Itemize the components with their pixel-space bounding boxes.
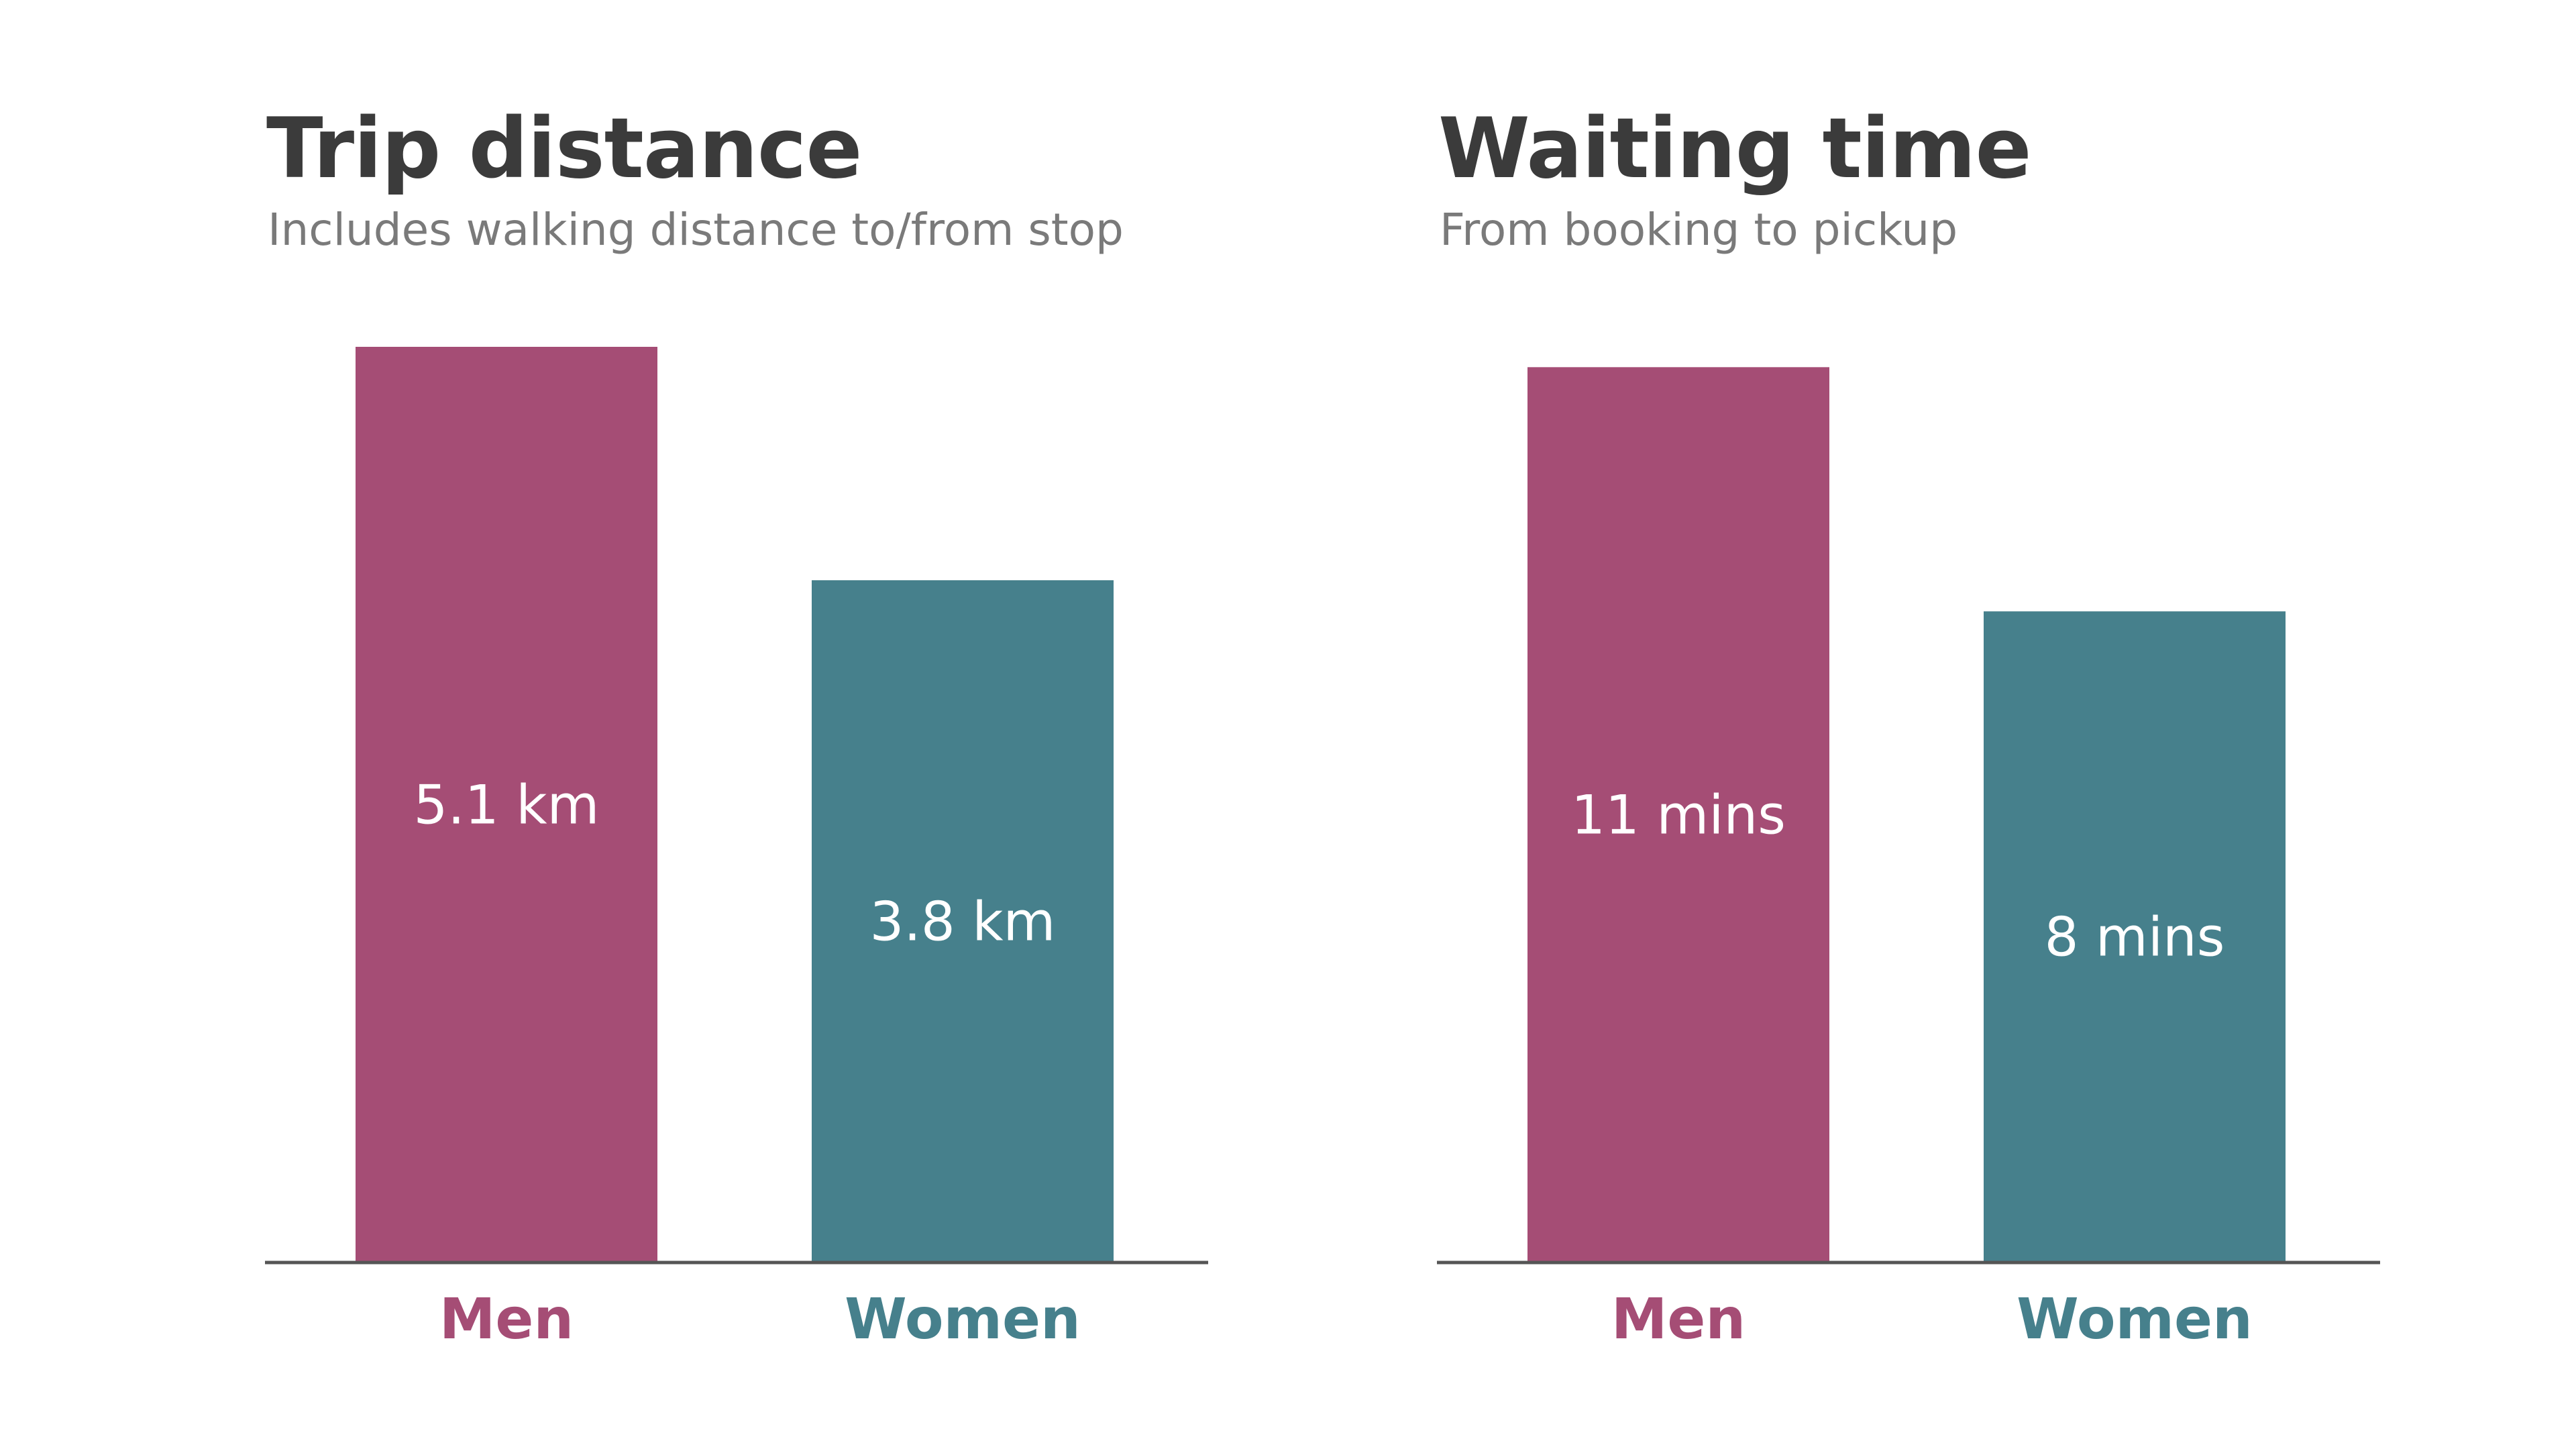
value-label-men: 5.1 km: [414, 774, 600, 837]
value-label-men: 11 mins: [1571, 784, 1786, 847]
value-label-women: 3.8 km: [870, 890, 1056, 953]
chart-subtitle: Includes walking distance to/from stop: [268, 204, 1124, 256]
chart-title: Trip distance: [266, 101, 862, 197]
bar-women: [812, 580, 1114, 1263]
bar-women: [1984, 611, 2286, 1263]
category-label-women: Women: [2017, 1286, 2253, 1352]
category-label-men: Men: [439, 1286, 574, 1352]
category-label-men: Men: [1611, 1286, 1746, 1352]
bar-men: [356, 347, 657, 1263]
chart-title: Waiting time: [1438, 101, 2032, 197]
value-label-women: 8 mins: [2045, 906, 2225, 969]
chart-subtitle: From booking to pickup: [1440, 204, 1958, 256]
category-label-women: Women: [845, 1286, 1081, 1352]
waiting-time-plot: 11 mins Men 8 mins Women: [1437, 367, 2380, 1352]
trip-distance-chart: Trip distance Includes walking distance …: [265, 0, 1340, 1449]
waiting-time-chart: Waiting time From booking to pickup 11 m…: [1437, 0, 2512, 1449]
bar-men: [1527, 367, 1829, 1263]
trip-distance-plot: 5.1 km Men 3.8 km Women: [265, 347, 1208, 1352]
